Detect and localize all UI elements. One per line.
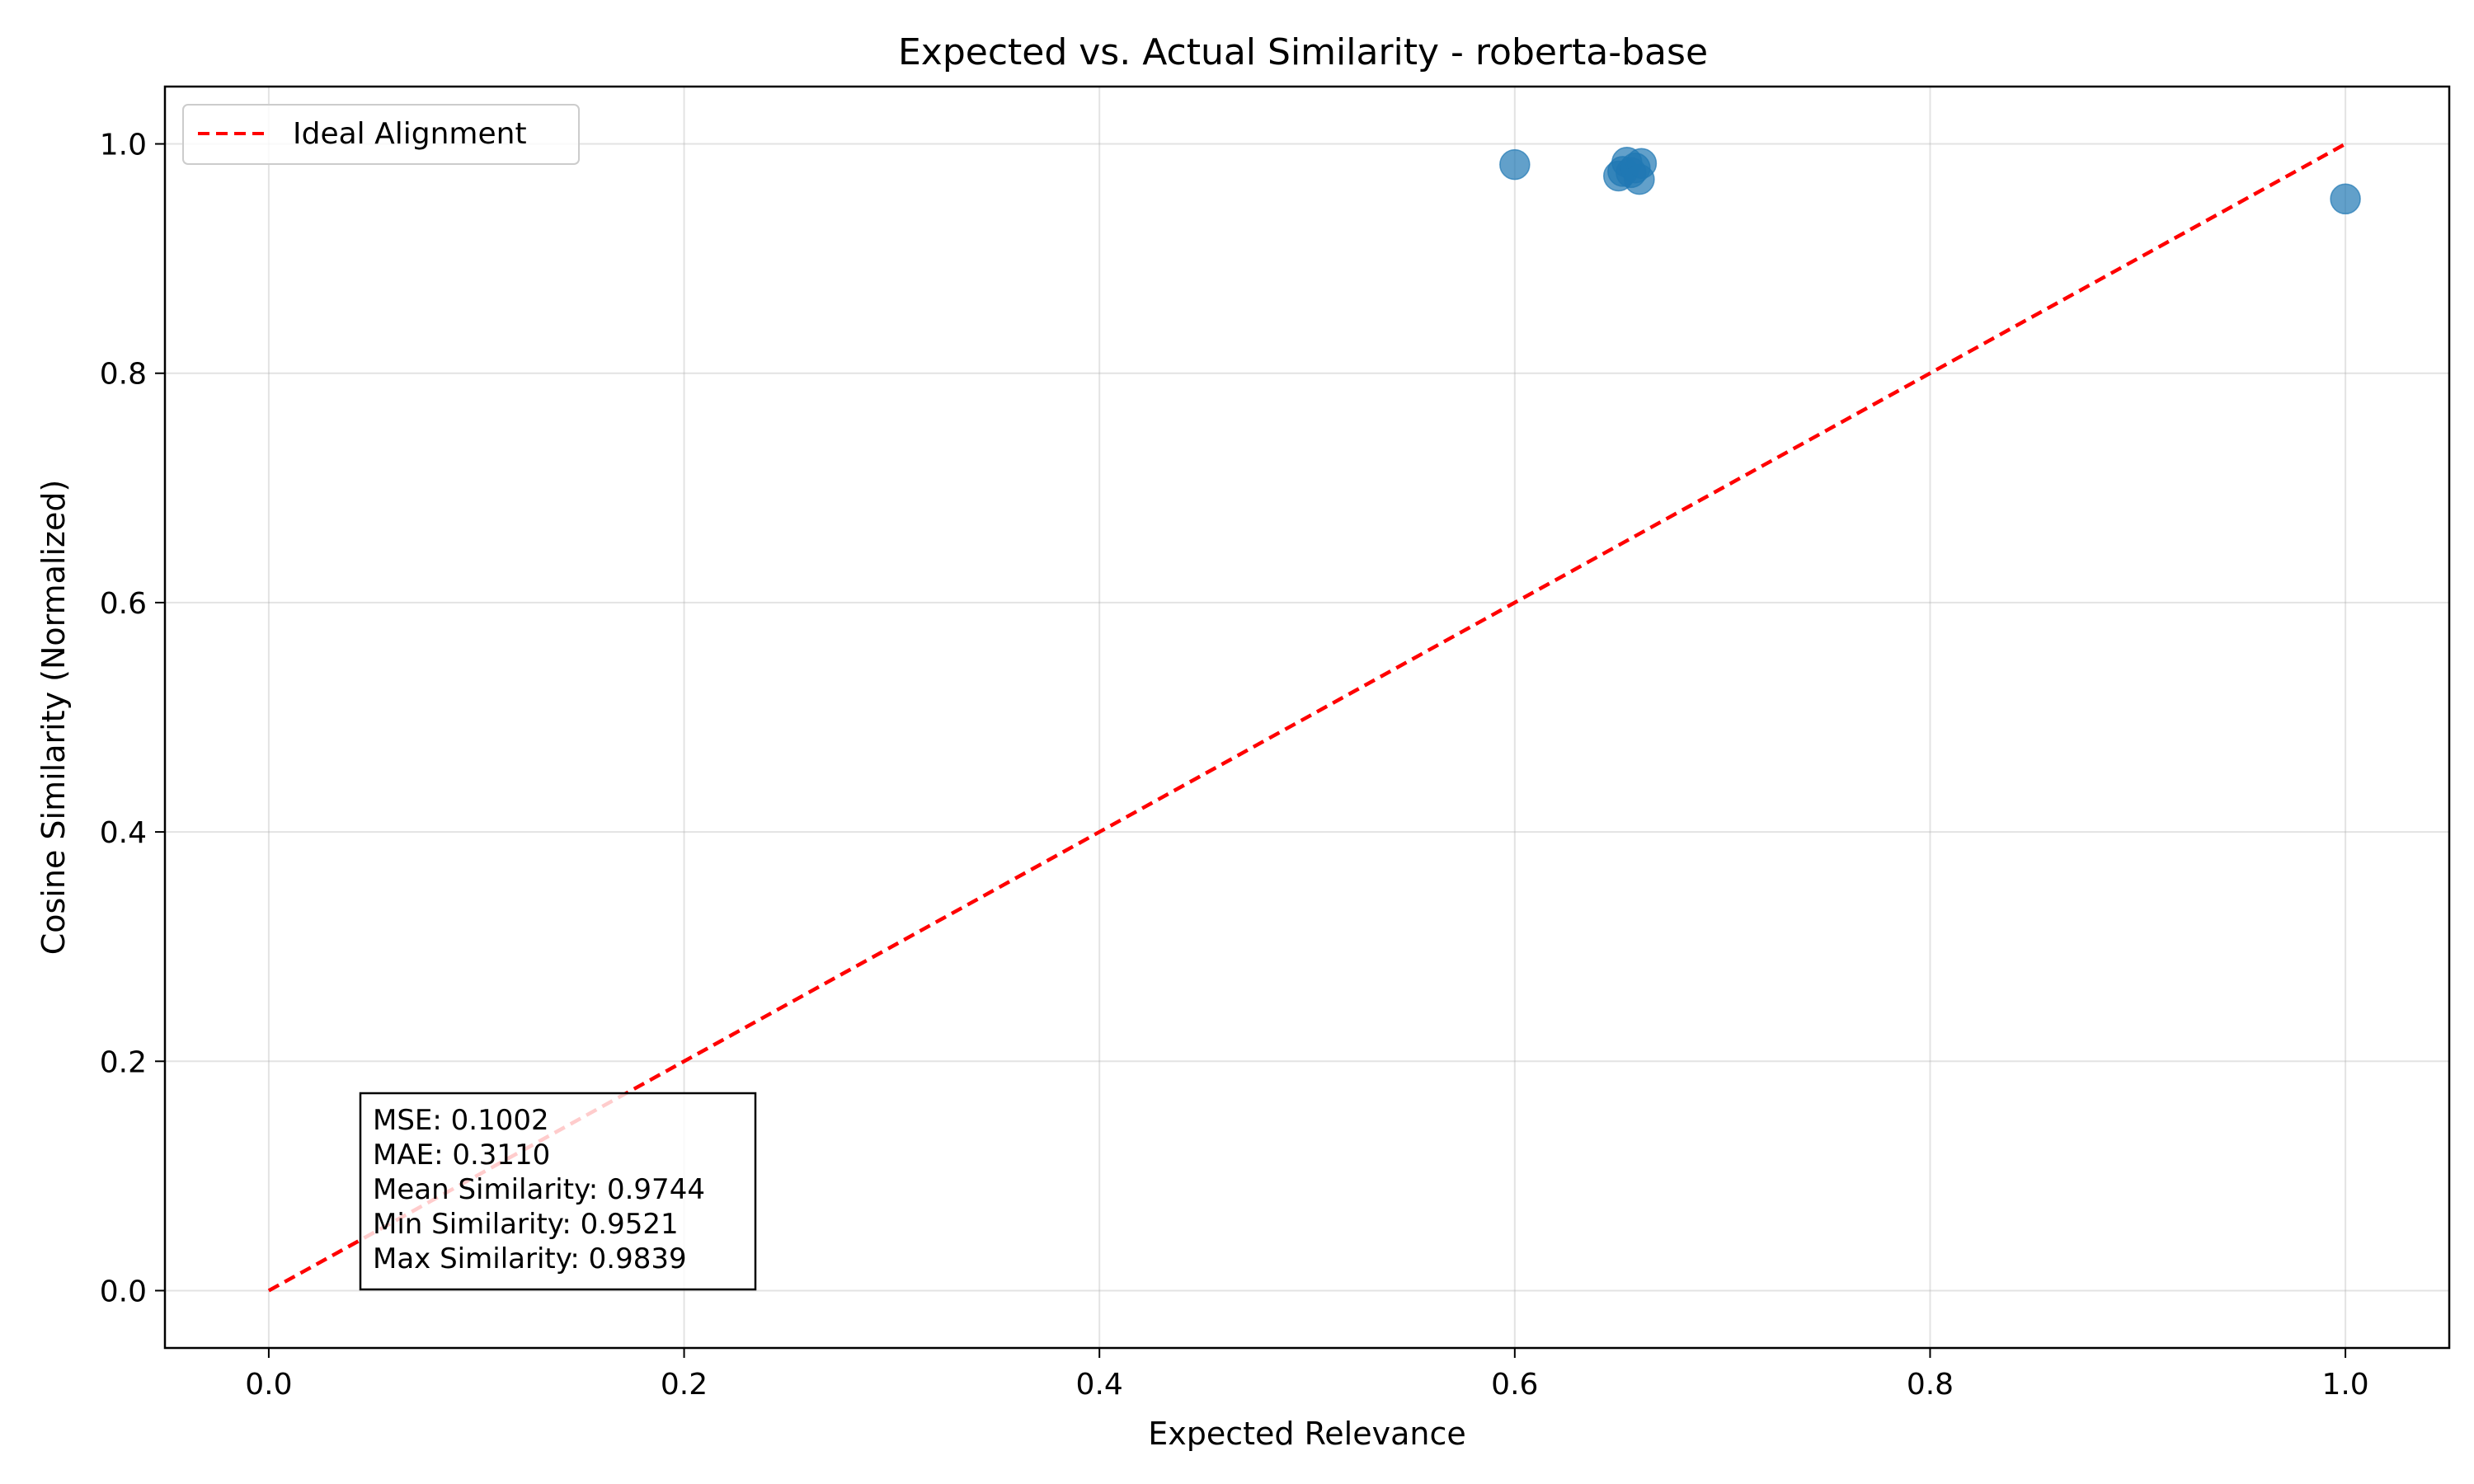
chart-title: Expected vs. Actual Similarity - roberta… [898, 31, 1708, 73]
stats-mean-similarity: Mean Similarity: 0.9744 [373, 1173, 705, 1206]
scatter-point [1499, 148, 1531, 181]
x-axis-label: Expected Relevance [1148, 1416, 1466, 1452]
x-tick-label: 0.2 [661, 1368, 708, 1402]
y-tick-label: 0.8 [100, 358, 147, 392]
x-tick-label: 0.6 [1491, 1368, 1538, 1402]
stats-mse: MSE: 0.1002 [373, 1104, 549, 1137]
stats-box: MSE: 0.1002 MAE: 0.3110 Mean Similarity:… [359, 1092, 757, 1291]
scatter-point [2330, 183, 2361, 215]
legend-label-ideal-alignment: Ideal Alignment [293, 117, 527, 151]
y-tick-label: 0.2 [100, 1045, 147, 1079]
scatter-point [1625, 148, 1658, 179]
stats-mae: MAE: 0.3110 [373, 1139, 550, 1172]
x-tick-label: 0.8 [1907, 1368, 1954, 1402]
x-axis-ticks: 0.0 0.2 0.4 0.6 0.8 1.0 [245, 1348, 2369, 1402]
x-tick-label: 1.0 [2321, 1368, 2368, 1402]
y-tick-label: 0.6 [100, 587, 147, 621]
stats-min-similarity: Min Similarity: 0.9521 [373, 1208, 679, 1241]
plot-area-frame [163, 85, 2451, 1350]
stats-box-frame [359, 1092, 757, 1291]
legend: Ideal Alignment [182, 104, 580, 165]
ideal-alignment-line-layer [267, 142, 2347, 1293]
x-tick-label: 0.4 [1076, 1368, 1123, 1402]
x-tick-label: 0.0 [245, 1368, 292, 1402]
y-axis-ticks: 0.0 0.2 0.4 0.6 0.8 1.0 [100, 129, 165, 1308]
y-tick-label: 0.0 [100, 1275, 147, 1308]
y-tick-label: 0.4 [100, 816, 147, 850]
ideal-alignment-line [267, 142, 2347, 1293]
legend-box [182, 104, 580, 165]
y-tick-label: 1.0 [100, 129, 147, 162]
stats-max-similarity: Max Similarity: 0.9839 [373, 1242, 687, 1275]
y-axis-label: Cosine Similarity (Normalized) [35, 480, 72, 956]
scatter-points [1499, 147, 2361, 215]
grid-lines [165, 87, 2449, 1348]
